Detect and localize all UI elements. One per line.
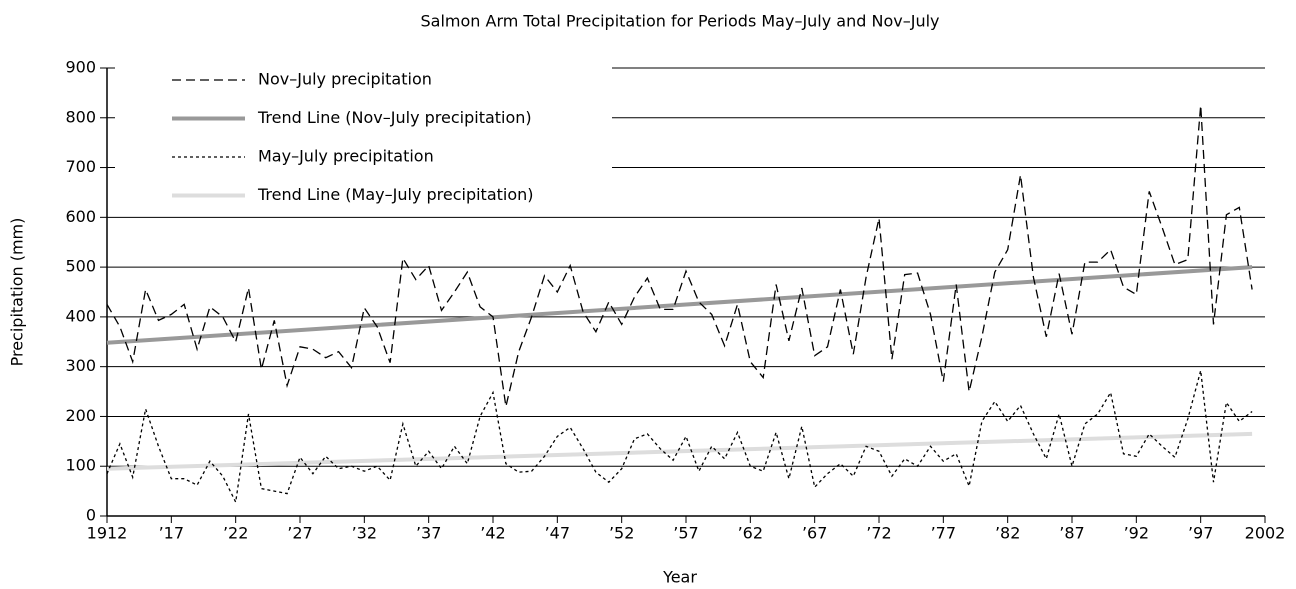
x-tick-label: ’62: [738, 524, 763, 543]
y-tick-label: 900: [65, 58, 96, 77]
y-tick-label: 600: [65, 207, 96, 226]
y-tick-label: 0: [86, 506, 96, 525]
x-tick-label: ’17: [159, 524, 184, 543]
x-tick-label: 1912: [87, 524, 128, 543]
x-tick-label: ’72: [866, 524, 891, 543]
series-line: [106, 265, 1253, 345]
series-line: [106, 370, 1253, 505]
y-tick-label: 700: [65, 157, 96, 176]
x-tick-label: ’92: [1124, 524, 1149, 543]
y-tick-label: 200: [65, 406, 96, 425]
y-tick-label: 500: [65, 257, 96, 276]
legend-label: May–July precipitation: [258, 147, 434, 166]
x-tick-label: ’77: [931, 524, 956, 543]
x-tick-label: 2002: [1245, 524, 1286, 543]
x-tick-label: ’32: [352, 524, 377, 543]
x-tick-label: ’47: [545, 524, 570, 543]
x-tick-label: ’52: [609, 524, 634, 543]
x-tick-label: ’97: [1188, 524, 1213, 543]
x-tick-label: ’22: [223, 524, 248, 543]
x-tick-label: ’42: [480, 524, 505, 543]
legend-box: [115, 64, 612, 216]
y-tick-label: 100: [65, 456, 96, 475]
legend-label: Trend Line (May–July precipitation): [257, 185, 534, 204]
y-tick-label: 300: [65, 356, 96, 375]
series-line: [106, 105, 1253, 407]
series-line: [106, 431, 1253, 471]
y-tick-label: 800: [65, 107, 96, 126]
x-tick-label: ’67: [802, 524, 827, 543]
y-tick-label: 400: [65, 306, 96, 325]
chart-title: Salmon Arm Total Precipitation for Perio…: [421, 12, 940, 31]
x-tick-label: ’37: [416, 524, 441, 543]
x-tick-label: ’87: [1059, 524, 1084, 543]
x-tick-label: ’27: [287, 524, 312, 543]
x-tick-label: ’82: [995, 524, 1020, 543]
x-axis-label: Year: [662, 568, 697, 587]
legend-label: Trend Line (Nov–July precipitation): [257, 108, 532, 127]
y-axis-label: Precipitation (mm): [8, 218, 27, 367]
legend-label: Nov–July precipitation: [258, 70, 432, 89]
x-tick-label: ’57: [673, 524, 698, 543]
